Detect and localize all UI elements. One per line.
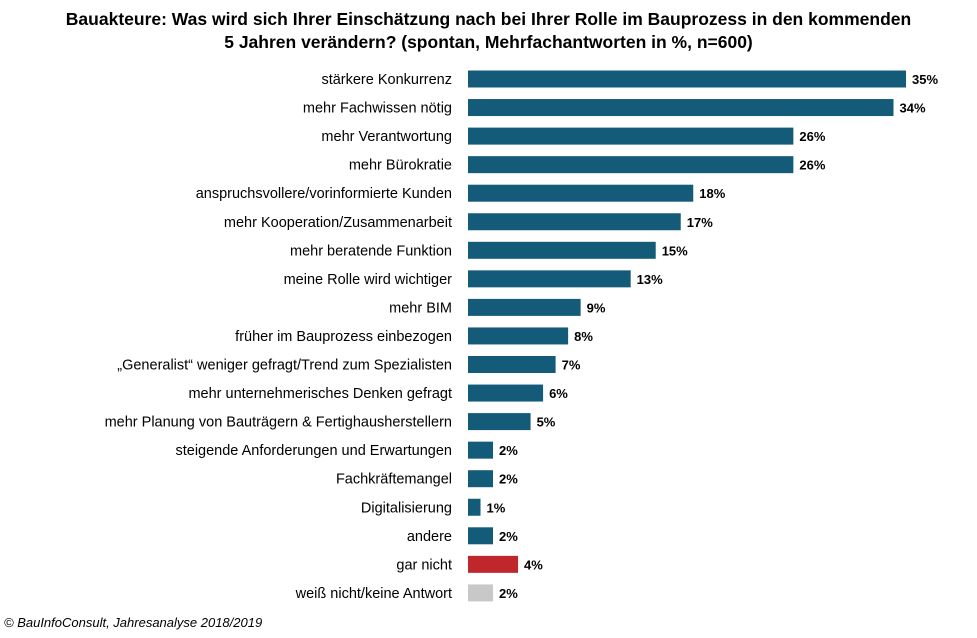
category-label: mehr BIM	[389, 300, 452, 316]
value-label: 8%	[574, 329, 593, 344]
category-label: mehr Verantwortung	[321, 129, 452, 145]
bar	[468, 527, 494, 545]
value-label: 26%	[799, 158, 825, 173]
category-label: andere	[407, 529, 452, 545]
category-label: mehr Bürokratie	[349, 158, 452, 174]
category-label: steigende Anforderungen und Erwartungen	[175, 443, 452, 459]
value-label: 26%	[799, 129, 825, 144]
bar	[468, 498, 481, 516]
bar	[468, 213, 681, 231]
bar	[468, 413, 531, 431]
bar	[468, 127, 794, 145]
bar	[468, 156, 794, 174]
bar	[468, 356, 556, 373]
category-label: mehr Planung von Bauträgern & Fertighaus…	[105, 415, 452, 431]
chart-title-line-1: Bauakteure: Was wird sich Ihrer Einschät…	[65, 9, 912, 29]
category-label: Digitalisierung	[361, 500, 452, 516]
category-label: mehr Fachwissen nötig	[303, 101, 452, 117]
chart-title: Bauakteure: Was wird sich Ihrer Einschät…	[0, 8, 977, 54]
bar	[468, 555, 519, 573]
value-label: 2%	[499, 443, 518, 458]
category-label: Fachkräftemangel	[336, 472, 452, 488]
category-label: mehr Kooperation/Zusammenarbeit	[224, 215, 452, 231]
bar	[468, 70, 906, 88]
bar	[468, 327, 569, 345]
bar	[468, 384, 544, 402]
bar	[468, 184, 694, 202]
bar	[468, 241, 656, 259]
category-label: „Generalist“ weniger gefragt/Trend zum S…	[117, 358, 452, 374]
value-label: 2%	[499, 529, 518, 544]
value-label: 7%	[562, 358, 581, 373]
category-label: weiß nicht/keine Antwort	[295, 586, 452, 602]
value-label: 2%	[499, 586, 518, 601]
value-label: 17%	[687, 215, 713, 230]
value-label: 4%	[524, 557, 543, 572]
value-label: 9%	[587, 300, 606, 315]
category-label: anspruchsvollere/vorinformierte Kunden	[196, 186, 452, 202]
bar	[468, 441, 494, 459]
value-label: 1%	[487, 500, 506, 515]
value-label: 34%	[899, 101, 925, 116]
value-label: 15%	[662, 243, 688, 258]
bar	[468, 470, 494, 488]
category-label: mehr beratende Funktion	[290, 243, 452, 259]
bar	[468, 298, 581, 316]
category-label: mehr unternehmerisches Denken gefragt	[188, 386, 452, 402]
value-label: 6%	[549, 386, 568, 401]
value-label: 2%	[499, 472, 518, 487]
value-label: 13%	[637, 272, 663, 287]
chart-title-line-2: 5 Jahren verändern? (spontan, Mehrfachan…	[224, 32, 753, 52]
category-label: meine Rolle wird wichtiger	[284, 272, 453, 288]
bar	[468, 584, 494, 602]
value-label: 5%	[537, 415, 556, 430]
source-note: © BauInfoConsult, Jahresanalyse 2018/201…	[4, 615, 263, 630]
bar	[468, 270, 631, 288]
value-label: 18%	[699, 186, 725, 201]
category-label: früher im Bauprozess einbezogen	[235, 329, 452, 345]
bar	[468, 99, 894, 117]
value-label: 35%	[912, 72, 938, 87]
category-label: gar nicht	[396, 557, 452, 573]
category-label: stärkere Konkurrenz	[321, 72, 452, 88]
